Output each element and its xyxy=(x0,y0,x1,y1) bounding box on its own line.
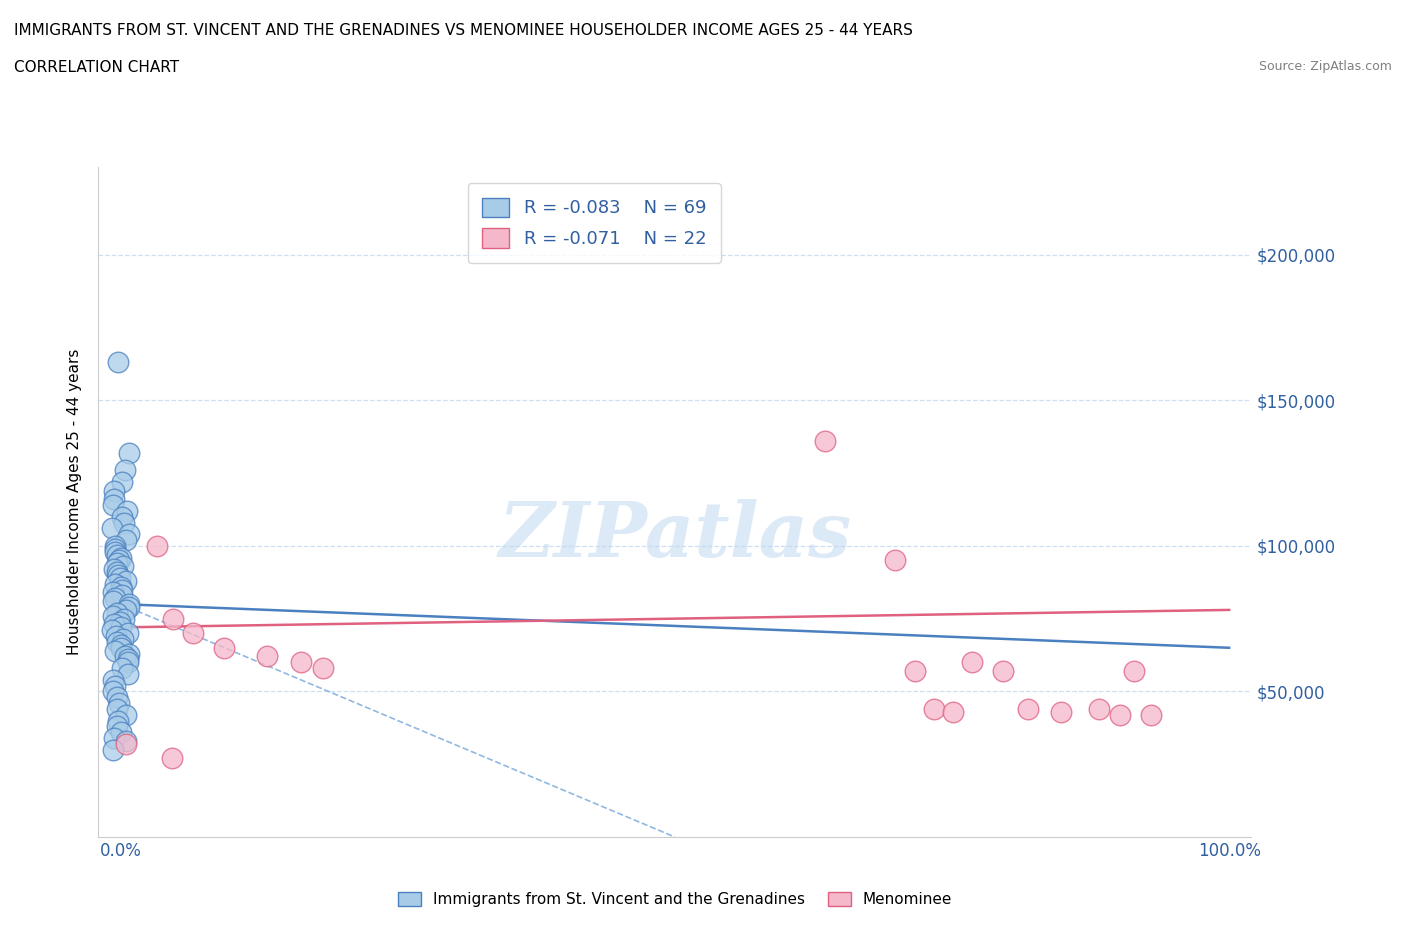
Point xyxy=(107,355,129,370)
Point xyxy=(108,614,131,629)
Point xyxy=(107,690,129,705)
Point xyxy=(115,737,138,751)
Point xyxy=(117,667,139,682)
Point xyxy=(991,664,1014,679)
Point xyxy=(115,603,138,618)
Point xyxy=(112,631,135,646)
Point xyxy=(103,562,125,577)
Point xyxy=(256,649,278,664)
Point xyxy=(1050,704,1073,719)
Point xyxy=(117,626,139,641)
Text: Source: ZipAtlas.com: Source: ZipAtlas.com xyxy=(1258,60,1392,73)
Point xyxy=(105,556,128,571)
Point xyxy=(942,704,965,719)
Text: ZIPatlas: ZIPatlas xyxy=(498,498,852,573)
Point xyxy=(110,641,132,656)
Point xyxy=(160,751,183,765)
Point xyxy=(118,646,141,661)
Point xyxy=(108,553,131,568)
Point xyxy=(101,623,124,638)
Legend: R = -0.083    N = 69, R = -0.071    N = 22: R = -0.083 N = 69, R = -0.071 N = 22 xyxy=(468,183,721,262)
Point xyxy=(118,600,141,615)
Point xyxy=(105,701,128,716)
Point xyxy=(884,553,907,568)
Point xyxy=(105,605,128,620)
Point xyxy=(212,641,235,656)
Point xyxy=(111,582,134,597)
Point xyxy=(115,533,138,548)
Point xyxy=(1140,708,1163,723)
Point xyxy=(110,724,132,739)
Point xyxy=(111,474,134,489)
Point xyxy=(146,538,169,553)
Point xyxy=(112,515,135,530)
Point xyxy=(1122,664,1144,679)
Point xyxy=(108,570,131,585)
Point xyxy=(903,664,925,679)
Point xyxy=(110,550,132,565)
Point xyxy=(115,734,138,749)
Point xyxy=(105,565,128,579)
Point xyxy=(101,684,124,698)
Point xyxy=(117,655,139,670)
Point xyxy=(114,574,136,589)
Point xyxy=(114,463,136,478)
Point xyxy=(105,634,128,649)
Point xyxy=(107,567,129,582)
Point xyxy=(117,445,139,460)
Legend: Immigrants from St. Vincent and the Grenadines, Menominee: Immigrants from St. Vincent and the Gren… xyxy=(391,885,959,913)
Point xyxy=(107,713,129,728)
Point xyxy=(103,492,125,507)
Point xyxy=(103,672,125,687)
Point xyxy=(101,742,124,757)
Text: IMMIGRANTS FROM ST. VINCENT AND THE GRENADINES VS MENOMINEE HOUSEHOLDER INCOME A: IMMIGRANTS FROM ST. VINCENT AND THE GREN… xyxy=(14,23,912,38)
Point xyxy=(162,611,184,626)
Point xyxy=(922,701,945,716)
Point xyxy=(312,660,335,675)
Y-axis label: Householder Income Ages 25 - 44 years: Householder Income Ages 25 - 44 years xyxy=(67,349,83,656)
Point xyxy=(104,678,127,693)
Point xyxy=(115,503,138,518)
Point xyxy=(1017,701,1039,716)
Point xyxy=(110,579,132,594)
Point xyxy=(104,577,127,591)
Point xyxy=(103,608,125,623)
Point xyxy=(104,538,127,553)
Point xyxy=(118,526,141,541)
Point xyxy=(1087,701,1109,716)
Point xyxy=(112,611,135,626)
Point xyxy=(117,652,139,667)
Point xyxy=(111,660,134,675)
Point xyxy=(290,655,312,670)
Point xyxy=(117,597,139,612)
Point xyxy=(103,617,125,631)
Point xyxy=(111,559,134,574)
Point xyxy=(181,626,204,641)
Point xyxy=(962,655,984,670)
Point xyxy=(114,649,136,664)
Point xyxy=(110,620,132,635)
Text: CORRELATION CHART: CORRELATION CHART xyxy=(14,60,179,75)
Point xyxy=(101,521,124,536)
Point xyxy=(103,731,125,746)
Point xyxy=(101,498,124,512)
Point xyxy=(115,708,138,723)
Point xyxy=(105,629,128,644)
Point xyxy=(104,644,127,658)
Point xyxy=(110,637,132,652)
Point xyxy=(103,483,125,498)
Point xyxy=(104,544,127,559)
Point xyxy=(1108,708,1130,723)
Point xyxy=(101,593,124,608)
Point xyxy=(105,547,128,562)
Point xyxy=(104,591,127,605)
Point xyxy=(111,510,134,525)
Point xyxy=(104,541,127,556)
Point xyxy=(105,719,128,734)
Point xyxy=(814,433,837,448)
Point xyxy=(101,585,124,600)
Point xyxy=(107,696,129,711)
Point xyxy=(111,588,134,603)
